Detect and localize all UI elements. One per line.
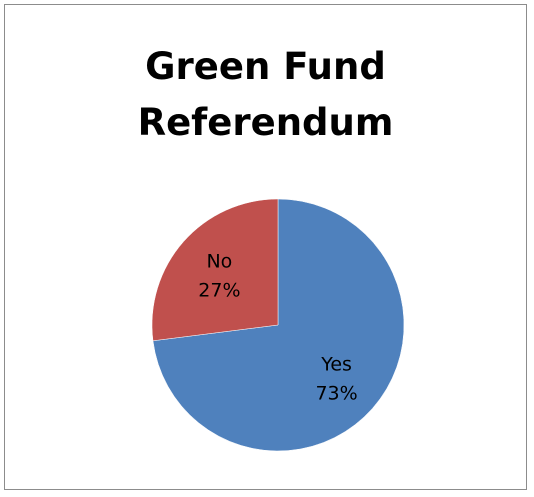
pie-label-name-yes: Yes bbox=[320, 354, 352, 376]
pie-label-percent-yes: 73% bbox=[315, 383, 357, 405]
pie-data-labels: Yes 73% No 27% bbox=[198, 250, 357, 404]
chart-title-line-2: Referendum bbox=[137, 101, 394, 144]
pie-label-name-no: No bbox=[206, 250, 232, 272]
chart-title: Green Fund Referendum bbox=[5, 39, 526, 151]
pie-slice-no bbox=[151, 198, 279, 342]
pie-slices bbox=[151, 198, 405, 452]
chart-title-line-1: Green Fund bbox=[145, 45, 386, 88]
pie-slice-yes bbox=[152, 198, 405, 452]
pie-label-percent-no: 27% bbox=[198, 279, 240, 301]
